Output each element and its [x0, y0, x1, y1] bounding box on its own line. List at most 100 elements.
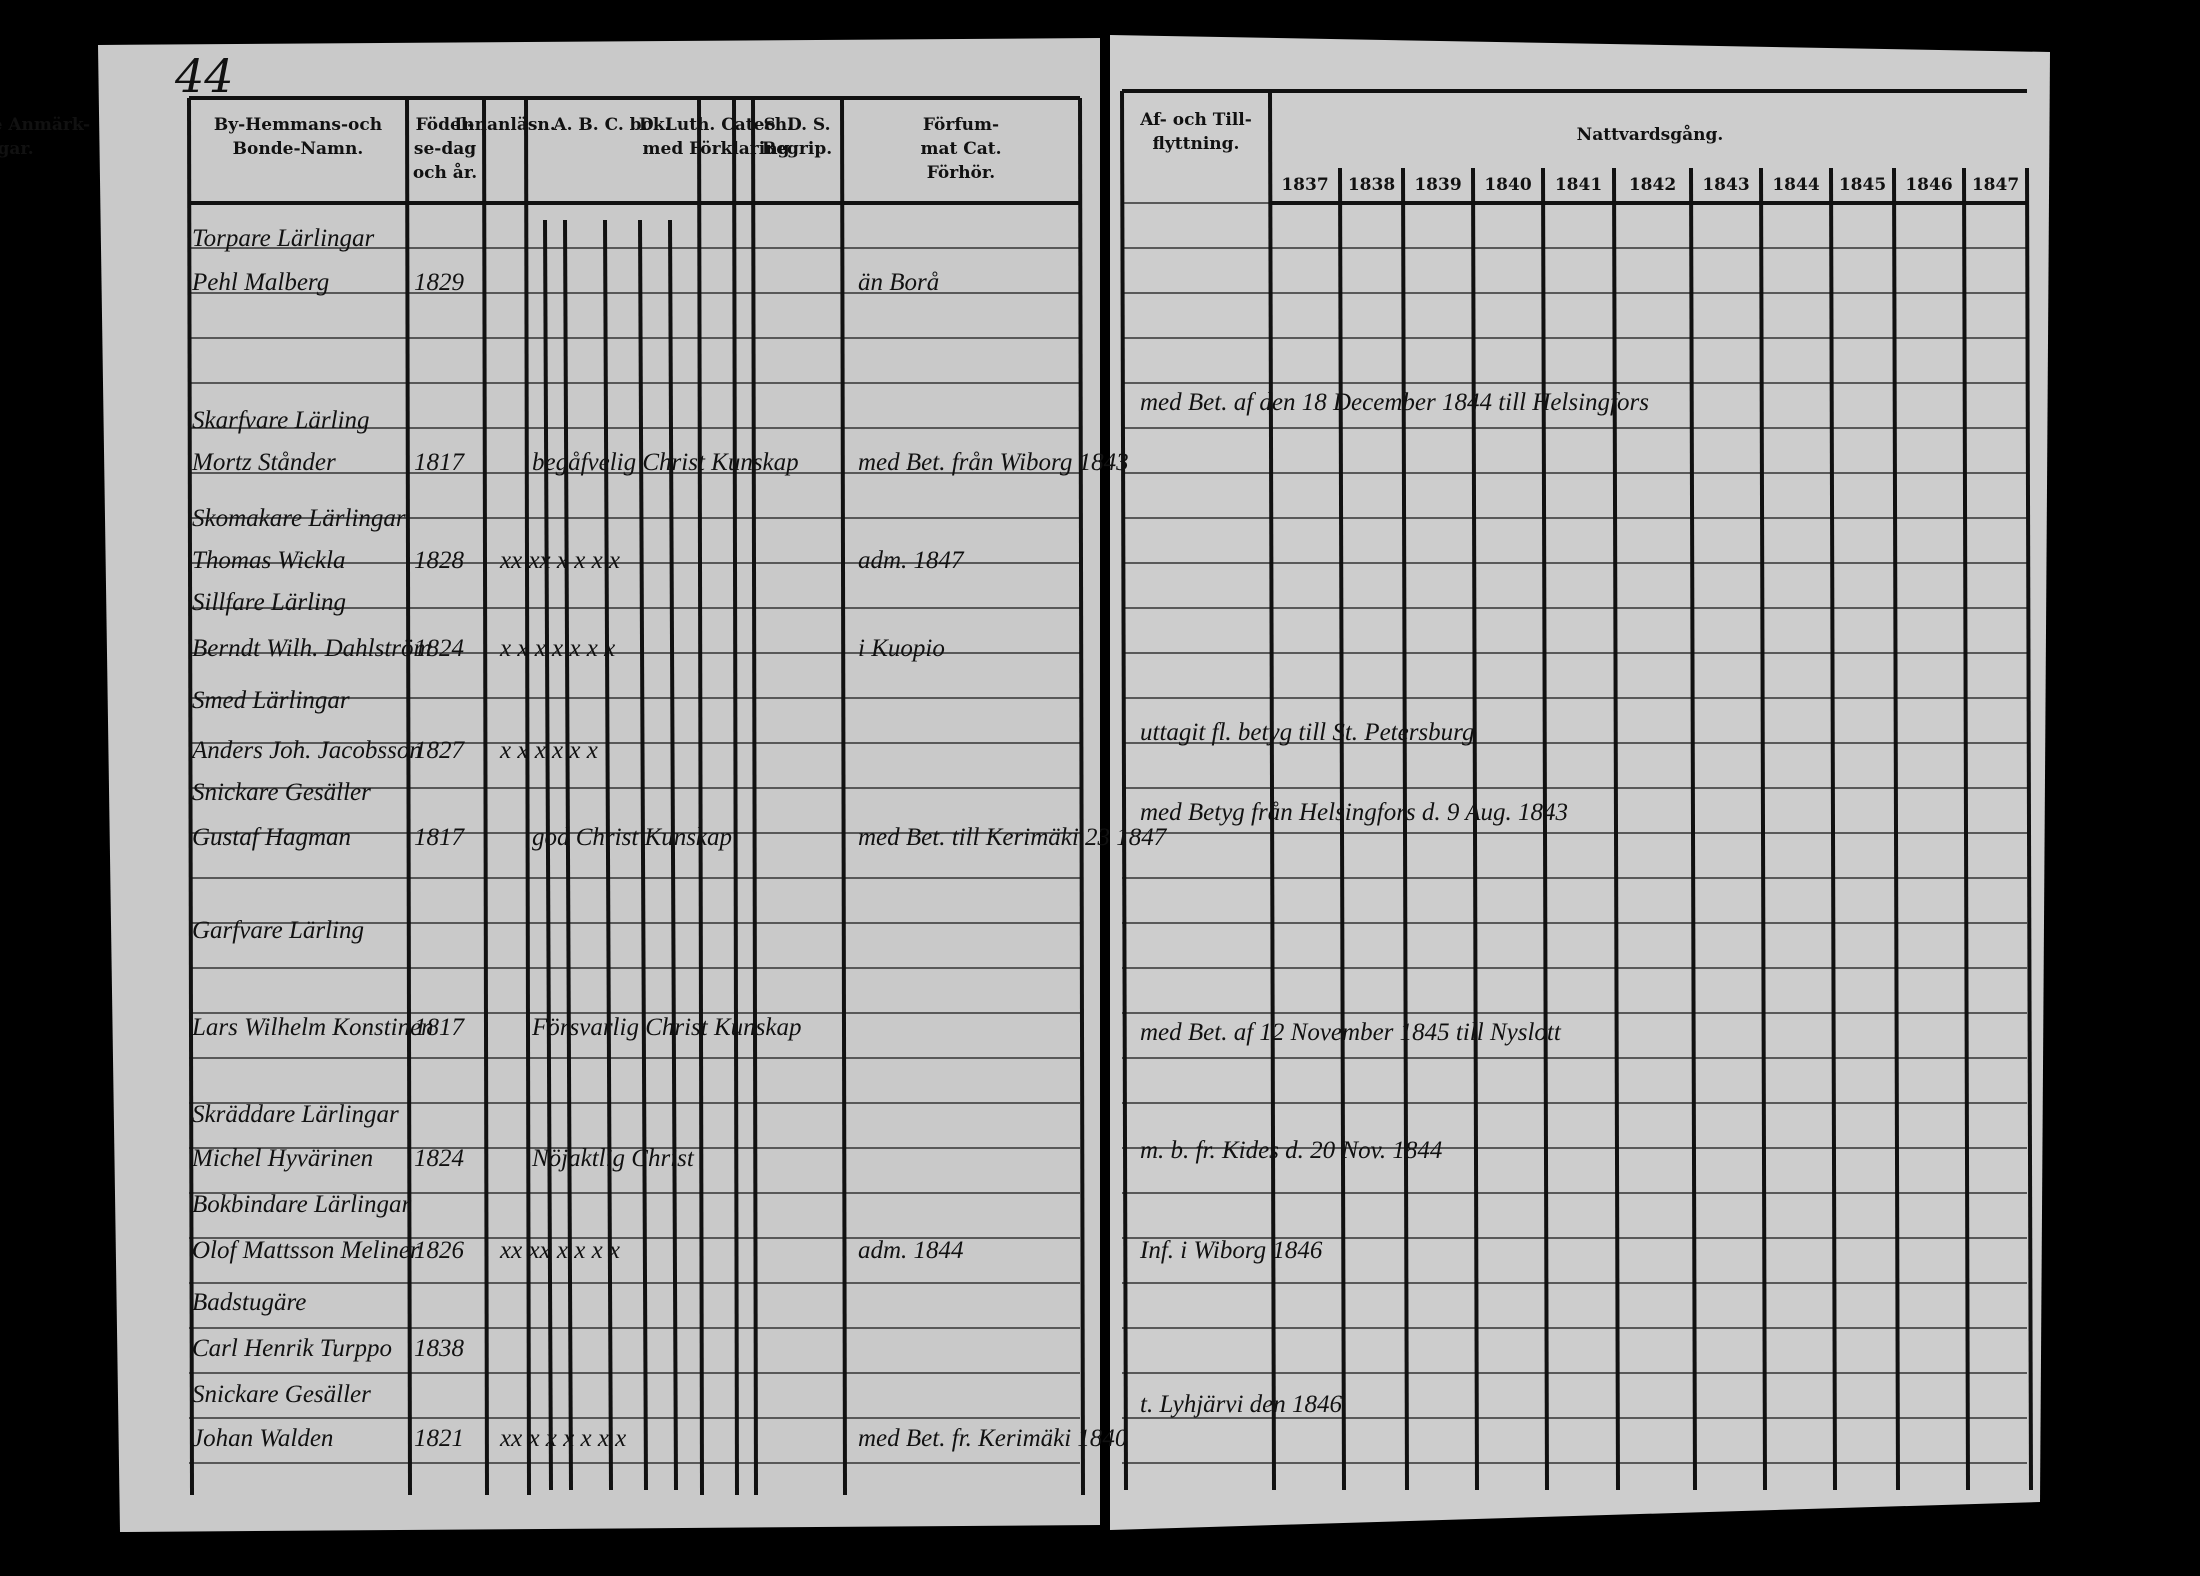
column-rule	[1120, 90, 1128, 1491]
remark: än Borå	[858, 269, 939, 296]
column-rule	[751, 97, 758, 1496]
trade: Torpare Lärlingar	[192, 225, 375, 252]
knowledge-note: Försvarlig Christ Kunskap	[531, 1014, 801, 1041]
birth: 1824	[414, 635, 464, 662]
name: Michel Hyvärinen	[191, 1145, 373, 1172]
trade: Sillfare Lärling	[192, 589, 346, 616]
birth: 1827	[414, 737, 466, 764]
year-header: 1843	[1702, 175, 1749, 195]
column-rule	[732, 97, 739, 1496]
column-rule	[1401, 167, 1409, 1491]
column-header: flyttning.	[1153, 134, 1240, 154]
column-header: A. B. C. bok.	[552, 115, 670, 135]
column-header: mat Cat.	[920, 139, 1001, 159]
year-header: 1841	[1555, 175, 1602, 195]
remark: adm. 1844	[858, 1237, 964, 1264]
exam-marks: x x x x x x x	[499, 635, 615, 662]
trade: Snickare Gesäller	[192, 779, 371, 806]
trade: Snickare Gesäller	[192, 1381, 371, 1408]
hand-rule	[563, 219, 573, 1491]
year-header: 1846	[1905, 175, 1952, 195]
column-header: Innanläsn.	[454, 115, 555, 135]
column-rule	[1689, 167, 1697, 1491]
column-rule	[1829, 167, 1837, 1491]
column-rule	[697, 97, 704, 1496]
birth: 1817	[414, 1014, 466, 1041]
exam-marks: xx xx x x x x	[499, 1237, 620, 1264]
trade: Skräddare Lärlingar	[192, 1101, 399, 1128]
name: Lars Wilhelm Konstinen	[191, 1014, 434, 1041]
column-header: Förfum-	[923, 115, 999, 135]
column-header: och år.	[413, 162, 477, 183]
column-header: Födel-	[416, 115, 475, 135]
column-rule	[1962, 167, 1970, 1491]
birth: 1829	[414, 269, 465, 296]
trade: Smed Lärlingar	[192, 687, 350, 714]
hand-rule	[603, 219, 613, 1491]
column-header: Af- och Till-	[1139, 110, 1252, 130]
name: Johan Walden	[192, 1425, 333, 1452]
name: Pehl Malberg	[191, 269, 329, 296]
column-rule	[1338, 167, 1346, 1491]
birth: 1817	[414, 449, 466, 476]
exam-marks: xx x x x x x x	[499, 1425, 626, 1452]
name: Olof Mattsson Meliner	[192, 1237, 420, 1264]
birth: 1838	[414, 1335, 465, 1362]
column-header: Bonde-Namn.	[233, 139, 364, 159]
column-header: By-Hemmans-och	[214, 115, 382, 135]
column-rule	[1541, 167, 1549, 1491]
exam-marks: xx xx x x x x	[499, 547, 620, 574]
right-page	[1110, 35, 2050, 1530]
moving-note: Inf. i Wiborg 1846	[1139, 1237, 1323, 1264]
moving-note: med Bet. af 12 November 1845 till Nyslot…	[1140, 1019, 1562, 1046]
year-header: 1844	[1772, 175, 1819, 195]
column-rule	[187, 97, 194, 1496]
year-header: 1847	[1972, 175, 2019, 195]
column-rule	[1471, 167, 1479, 1491]
column-header: se-dag	[414, 139, 476, 159]
column-header: med Förklaring	[643, 139, 790, 159]
name: Mortz Stånder	[191, 449, 336, 476]
birth: 1828	[414, 547, 465, 574]
column-rule	[2025, 167, 2033, 1491]
name: Carl Henrik Turppo	[192, 1335, 392, 1362]
column-rule	[482, 97, 489, 1496]
left-page	[98, 38, 1100, 1532]
remark: i Kuopio	[858, 635, 945, 662]
column-rule	[1268, 90, 1276, 1491]
column-header: ningar.	[0, 139, 34, 159]
hand-rule	[638, 219, 648, 1491]
column-header: Nattvardsgång.	[1577, 124, 1724, 145]
moving-note: med Betyg från Helsingfors d. 9 Aug. 184…	[1140, 799, 1568, 826]
hand-rule	[543, 219, 553, 1491]
column-header: Förhör.	[927, 163, 995, 183]
exam-marks: x x x x x x	[499, 737, 598, 764]
remark: med Bet. fr. Kerimäki 1840	[858, 1425, 1128, 1452]
remark: adm. 1847	[858, 547, 965, 574]
name: Anders Joh. Jacobsson	[190, 737, 422, 764]
knowledge-note: begåfvelig Christ Kunskap	[532, 449, 799, 476]
moving-note: m. b. fr. Kides d. 20 Nov. 1844	[1140, 1137, 1442, 1164]
column-rule	[1078, 97, 1085, 1496]
birth: 1826	[414, 1237, 465, 1264]
moving-note: uttagit fl. betyg till St. Petersburg	[1140, 719, 1474, 746]
year-header: 1839	[1414, 175, 1461, 195]
hand-rule	[668, 219, 678, 1491]
column-rule	[524, 97, 531, 1496]
page-number: 44	[174, 49, 234, 103]
column-rule	[1612, 167, 1620, 1491]
remark: med Bet. till Kerimäki 23 1847	[858, 824, 1168, 851]
column-rule	[1892, 167, 1900, 1491]
trade: Skarfvare Lärling	[192, 407, 370, 434]
knowledge-note: Nöjaktlig Christ	[531, 1145, 695, 1172]
trade: Skomakare Lärlingar	[192, 505, 406, 532]
year-header: 1837	[1281, 175, 1328, 195]
year-header: 1838	[1348, 175, 1395, 195]
year-header: 1845	[1839, 175, 1886, 195]
column-rule	[840, 97, 847, 1496]
column-header: D. Luth. Catech.	[639, 115, 793, 135]
birth: 1817	[414, 824, 466, 851]
name: Thomas Wickla	[192, 547, 345, 574]
column-header: Begrip.	[762, 139, 832, 159]
